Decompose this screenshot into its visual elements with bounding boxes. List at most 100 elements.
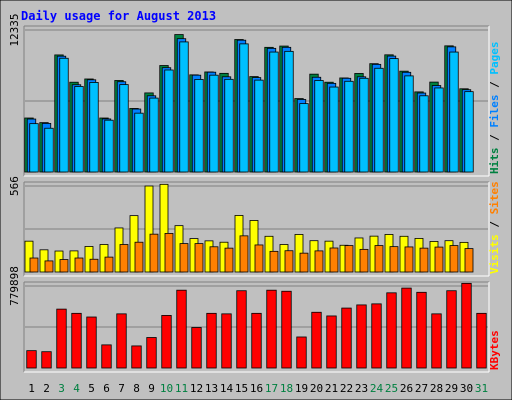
bar-sites-day-9 (149, 233, 159, 273)
x-tick-label-day-3: 3 (58, 382, 65, 395)
bar-pages-day-20 (314, 80, 324, 173)
bar-kbytes-day-29 (446, 290, 457, 369)
bar-kbytes-day-25 (386, 292, 397, 369)
x-tick-label-day-16: 16 (250, 382, 263, 395)
bar-sites-day-12 (194, 243, 204, 273)
bar-pages-day-14 (224, 78, 234, 173)
bar-sites-day-23 (359, 248, 369, 273)
bar-pages-day-26 (404, 75, 414, 173)
bar-kbytes-day-6 (101, 344, 112, 369)
x-tick-label-day-22: 22 (340, 382, 353, 395)
chart-title: Daily usage for August 2013 (21, 9, 216, 23)
bar-sites-day-5 (89, 258, 99, 273)
bar-sites-day-10 (164, 233, 174, 273)
x-tick-label-day-4: 4 (73, 382, 80, 395)
bar-sites-day-24 (374, 245, 384, 273)
bar-pages-day-12 (194, 79, 204, 173)
bar-sites-day-13 (209, 246, 219, 273)
bar-kbytes-day-19 (296, 336, 307, 369)
bar-sites-day-14 (224, 247, 234, 273)
bar-kbytes-day-31 (476, 312, 487, 369)
bar-pages-day-8 (134, 112, 144, 173)
legend-entry: Pages (488, 42, 501, 75)
bar-visits-day-9 (144, 185, 154, 273)
bar-pages-day-13 (209, 74, 219, 173)
bar-sites-day-2 (44, 260, 54, 273)
bar-pages-day-10 (164, 69, 174, 173)
x-tick-label-day-20: 20 (310, 382, 323, 395)
bar-kbytes-day-3 (56, 308, 67, 369)
series-legend: KBytes (488, 330, 501, 370)
x-tick-label-day-10: 10 (160, 382, 173, 395)
x-tick-label-day-11: 11 (175, 382, 188, 395)
legend-entry: Visits (488, 234, 501, 274)
bar-kbytes-day-28 (431, 313, 442, 369)
bar-sites-day-26 (404, 246, 414, 273)
bar-kbytes-day-26 (401, 287, 412, 369)
x-tick-label-day-19: 19 (295, 382, 308, 395)
legend-entry: / (488, 75, 501, 95)
y-max-label: 566 (8, 176, 21, 196)
x-tick-label-day-24: 24 (370, 382, 384, 395)
bar-sites-day-7 (119, 244, 129, 273)
bar-sites-day-25 (389, 246, 399, 273)
bar-sites-day-29 (449, 245, 459, 273)
bar-kbytes-day-17 (266, 289, 277, 369)
bar-sites-day-20 (314, 250, 324, 273)
panel-kbytes: 779898 KBytes (8, 266, 501, 373)
bar-kbytes-day-11 (176, 289, 187, 369)
bar-kbytes-day-24 (371, 303, 382, 369)
bar-kbytes-day-15 (236, 290, 247, 369)
bar-kbytes-day-21 (326, 315, 337, 369)
legend-entry: / (488, 214, 501, 234)
legend-entry: Sites (488, 181, 501, 214)
bar-sites-day-30 (464, 248, 474, 273)
bar-pages-day-19 (299, 103, 309, 173)
y-max-label: 12335 (8, 13, 21, 46)
bar-pages-day-23 (359, 77, 369, 173)
x-tick-label-day-25: 25 (385, 382, 398, 395)
bar-sites-day-19 (299, 252, 309, 273)
bar-sites-day-22 (344, 245, 354, 273)
x-tick-label-day-9: 9 (148, 382, 155, 395)
x-tick-label-day-13: 13 (205, 382, 218, 395)
bar-sites-day-6 (104, 256, 114, 273)
bar-kbytes-day-1 (26, 350, 37, 369)
bar-visits-day-10 (159, 183, 169, 273)
bar-pages-day-2 (44, 127, 54, 173)
x-tick-label-day-5: 5 (88, 382, 95, 395)
bar-visits-day-1 (24, 240, 34, 273)
x-tick-label-day-7: 7 (118, 382, 125, 395)
bar-pages-day-11 (179, 41, 189, 173)
bar-sites-day-16 (254, 244, 264, 273)
bar-sites-day-3 (59, 259, 69, 273)
x-tick-label-day-15: 15 (235, 382, 248, 395)
bar-pages-day-27 (419, 95, 429, 173)
series-legend: Visits / Sites (488, 181, 501, 274)
bar-pages-day-17 (269, 51, 279, 173)
bar-kbytes-day-12 (191, 327, 202, 369)
bar-pages-day-29 (449, 51, 459, 173)
bar-kbytes-day-2 (41, 351, 52, 369)
bar-kbytes-day-14 (221, 313, 232, 369)
x-axis-labels: 1 2 3 4 5 6 7 8 9 10 11 12 13 14 15 16 17 18 19 20 21 22 23 24 2… (28, 382, 488, 395)
bar-sites-day-28 (434, 246, 444, 273)
bar-pages-day-22 (344, 80, 354, 173)
x-tick-label-day-2: 2 (43, 382, 50, 395)
bar-kbytes-day-8 (131, 345, 142, 369)
bar-pages-day-21 (329, 86, 339, 173)
bar-pages-day-7 (119, 84, 129, 173)
x-tick-label-day-8: 8 (133, 382, 140, 395)
bar-sites-day-18 (284, 250, 294, 273)
bar-sites-day-8 (134, 241, 144, 273)
bar-pages-day-5 (89, 82, 99, 173)
series-legend: Hits / Files / Pages (488, 42, 501, 175)
bar-kbytes-day-7 (116, 313, 127, 369)
bar-pages-day-30 (464, 91, 474, 173)
bar-pages-day-15 (239, 43, 249, 173)
legend-entry: Hits (488, 148, 501, 175)
x-tick-label-day-18: 18 (280, 382, 293, 395)
x-tick-label-day-23: 23 (355, 382, 368, 395)
bar-kbytes-day-5 (86, 316, 97, 369)
